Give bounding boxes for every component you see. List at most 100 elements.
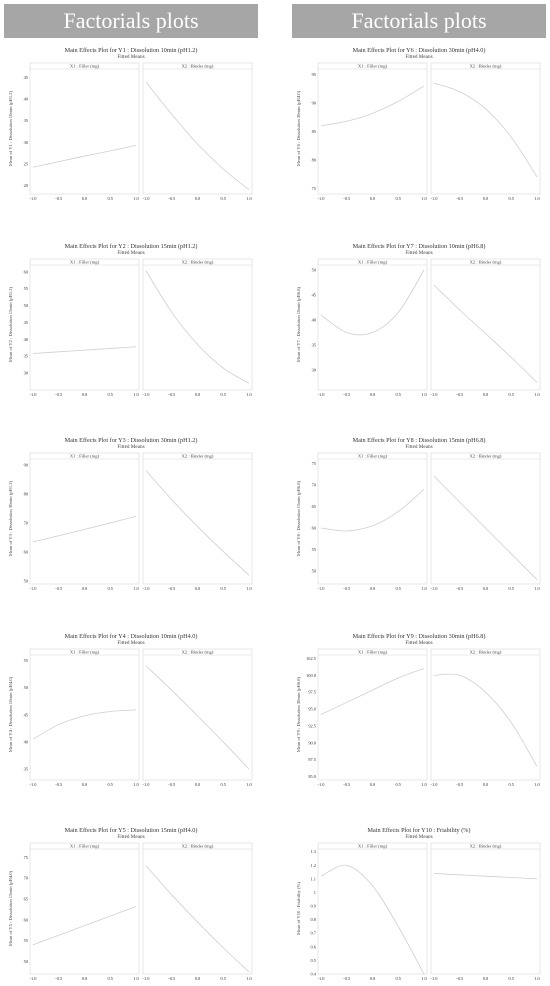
x-tick-label: 1.0 — [534, 196, 540, 201]
x-tick-label: -0.5 — [343, 196, 351, 201]
x-tick-label: 1.0 — [246, 196, 252, 201]
x-tick-label: -0.5 — [343, 782, 351, 787]
x-tick-label: 0.5 — [396, 976, 402, 981]
x-tick-label: 0.5 — [221, 392, 227, 397]
main-effect-curve — [320, 668, 425, 715]
x-tick-label: -0.5 — [343, 586, 351, 591]
main-effect-curve — [145, 865, 250, 973]
chart-title: Main Effects Plot for Y9 : Dissolution 3… — [353, 633, 486, 640]
panel-label: X2 : Binder (mg) — [182, 454, 214, 459]
y-axis-label: Mean of Y4 : Dissolution 10min (pH4.0) — [8, 676, 13, 752]
x-tick-label: -1.0 — [143, 976, 151, 981]
x-tick-label: -0.5 — [168, 782, 176, 787]
x-tick-label: 1.0 — [246, 392, 252, 397]
panel-label: X1 : Filler (mg) — [70, 844, 100, 849]
panel-frame — [142, 62, 253, 195]
chart-subtitle: Fitted Means — [405, 444, 432, 450]
x-tick-label: 1.0 — [421, 782, 427, 787]
x-tick-label: -0.5 — [168, 976, 176, 981]
y-tick-label: 25 — [24, 161, 29, 166]
column-header-right: Factorials plots — [292, 4, 546, 38]
main-effects-chart: Main Effects Plot for Y10 : Friability (… — [296, 827, 541, 981]
y-tick-label: 95.0 — [308, 707, 316, 712]
main-effects-chart: Main Effects Plot for Y6 : Dissolution 3… — [296, 47, 541, 201]
panel-frame — [317, 648, 428, 781]
x-tick-label: 0.0 — [82, 392, 88, 397]
x-tick-label: 0.0 — [82, 782, 88, 787]
chart-subtitle: Fitted Means — [405, 250, 432, 256]
x-tick-label: 1.0 — [246, 782, 252, 787]
panel-frame — [430, 62, 541, 195]
y-tick-label: 50 — [24, 685, 29, 690]
x-tick-label: 1.0 — [534, 976, 540, 981]
main-effect-curve — [32, 906, 137, 946]
panel-label: X2 : Binder (mg) — [470, 64, 502, 69]
x-tick-label: -1.0 — [431, 782, 439, 787]
panel-label: X1 : Filler (mg) — [358, 260, 388, 265]
x-tick-label: 0.5 — [509, 586, 515, 591]
y-tick-label: 50 — [312, 569, 317, 574]
main-effects-chart: Main Effects Plot for Y7 : Dissolution 1… — [296, 243, 541, 397]
panel-label: X1 : Filler (mg) — [358, 454, 388, 459]
x-tick-label: -0.5 — [55, 392, 63, 397]
x-tick-label: 0.0 — [370, 586, 376, 591]
x-tick-label: 1.0 — [534, 586, 540, 591]
x-tick-label: -0.5 — [456, 392, 464, 397]
chart-subtitle: Fitted Means — [405, 54, 432, 60]
y-tick-label: 90 — [312, 101, 317, 106]
main-effects-chart: Main Effects Plot for Y9 : Dissolution 3… — [296, 633, 541, 787]
chart-title: Main Effects Plot for Y4 : Dissolution 1… — [65, 633, 198, 640]
main-effect-curve — [433, 82, 538, 178]
panel-frame — [317, 842, 428, 975]
x-tick-label: -0.5 — [168, 586, 176, 591]
y-tick-label: 40 — [24, 739, 29, 744]
x-tick-label: 0.5 — [108, 196, 114, 201]
panel-label: X1 : Filler (mg) — [358, 844, 388, 849]
y-axis-label: Mean of Y10 : Friability (%) — [296, 882, 301, 936]
main-effect-curve — [145, 470, 250, 576]
x-tick-label: 0.5 — [509, 196, 515, 201]
main-effect-curve — [320, 488, 425, 532]
x-tick-label: 0.0 — [483, 196, 489, 201]
panel-label: X2 : Binder (mg) — [182, 260, 214, 265]
panel-frame — [317, 258, 428, 391]
y-tick-label: 60 — [24, 550, 29, 555]
x-tick-label: 0.0 — [483, 586, 489, 591]
main-effects-chart: Main Effects Plot for Y2 : Dissolution 1… — [8, 243, 253, 397]
x-tick-label: -1.0 — [30, 782, 38, 787]
panel-label: X2 : Binder (mg) — [182, 64, 214, 69]
chart-title: Main Effects Plot for Y1 : Dissolution 1… — [65, 47, 198, 54]
x-tick-label: -0.5 — [55, 782, 63, 787]
y-tick-label: 65 — [24, 897, 29, 902]
main-effect-curve — [433, 873, 538, 880]
panel-frame — [317, 452, 428, 585]
x-tick-label: 1.0 — [133, 196, 139, 201]
panel-label: X1 : Filler (mg) — [358, 650, 388, 655]
x-tick-label: -0.5 — [343, 976, 351, 981]
x-tick-label: 0.0 — [370, 782, 376, 787]
main-effect-curve — [320, 85, 425, 127]
x-tick-label: 0.5 — [221, 196, 227, 201]
panel-frame — [142, 258, 253, 391]
panel-label: X2 : Binder (mg) — [470, 650, 502, 655]
panel-frame — [142, 648, 253, 781]
y-tick-label: 60 — [312, 525, 317, 530]
main-effect-curve — [320, 864, 425, 975]
x-tick-label: -1.0 — [431, 196, 439, 201]
x-tick-label: 0.0 — [483, 392, 489, 397]
y-tick-label: 85.0 — [308, 774, 316, 779]
panel-label: X1 : Filler (mg) — [70, 650, 100, 655]
chart-subtitle: Fitted Means — [117, 444, 144, 450]
x-tick-label: -1.0 — [30, 196, 38, 201]
y-tick-label: 102.5 — [306, 656, 317, 661]
panel-label: X2 : Binder (mg) — [182, 844, 214, 849]
y-tick-label: 55 — [312, 547, 317, 552]
panel-frame — [29, 258, 140, 391]
x-tick-label: -1.0 — [30, 392, 38, 397]
y-tick-label: 30 — [312, 368, 317, 373]
x-tick-label: 1.0 — [421, 976, 427, 981]
main-effect-curve — [433, 475, 538, 580]
y-tick-label: 75 — [312, 186, 317, 191]
y-tick-label: 97.5 — [308, 690, 316, 695]
x-tick-label: -1.0 — [30, 976, 38, 981]
